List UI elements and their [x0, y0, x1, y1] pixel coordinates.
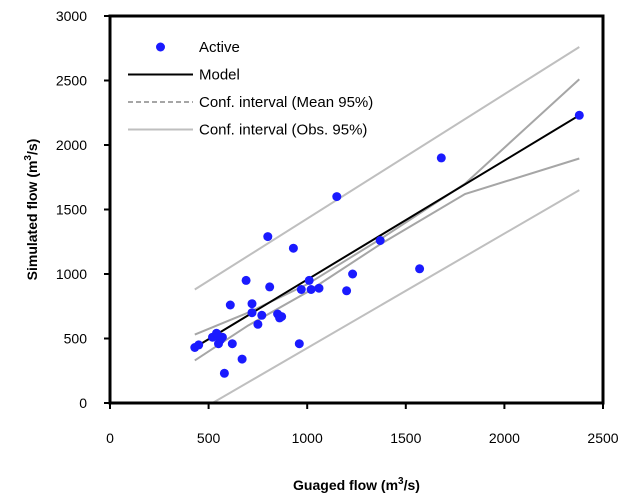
axis-ticks: 0 500 1000 1500 2000 2500 0 500 1000 1500 2000 2500… [56, 8, 619, 446]
data-point [574, 110, 584, 120]
x-tick-label: 500 [197, 430, 221, 446]
ci-obs-line-lower [211, 189, 580, 404]
y-tick-label: 1000 [56, 266, 87, 282]
data-point [348, 269, 358, 279]
data-point [306, 285, 316, 294]
data-point [237, 354, 247, 364]
legend: Active Model Conf. interval (Mean 95%) Conf… [128, 39, 373, 139]
y-tick-label: 0 [79, 395, 87, 411]
ci-obs-line-upper [194, 46, 580, 291]
model-line [194, 114, 580, 349]
x-tick-label: 1000 [292, 430, 323, 446]
legend-item: Model [128, 67, 240, 84]
data-point [296, 285, 306, 294]
data-point [225, 300, 235, 310]
data-point [304, 275, 314, 285]
x-tick-label: 1500 [390, 430, 421, 446]
data-point [288, 243, 298, 253]
data-point [263, 232, 273, 242]
data-point [227, 339, 237, 349]
data-point [436, 153, 446, 163]
legend-label: Conf. interval (Mean 95%) [199, 94, 373, 111]
active-points [190, 110, 584, 378]
legend-label: Active [199, 39, 240, 56]
conf-interval-mean-lines [194, 78, 580, 362]
data-point [415, 264, 425, 274]
data-point [241, 275, 251, 285]
y-tick-label: 3000 [56, 8, 87, 24]
legend-item: Conf. interval (Mean 95%) [128, 94, 373, 111]
legend-label: Conf. interval (Obs. 95%) [199, 122, 367, 139]
data-point [277, 312, 287, 322]
x-tick-label: 2000 [489, 430, 520, 446]
data-point [217, 332, 227, 342]
data-point [342, 286, 352, 296]
data-point [265, 282, 275, 292]
legend-marker [156, 42, 165, 52]
ci-mean-line-lower [194, 157, 580, 362]
data-point [375, 236, 385, 245]
x-axis-title: Guaged flow (m3/s) [293, 476, 420, 493]
y-tick-label: 500 [64, 331, 88, 347]
data-point [247, 308, 257, 318]
data-point [332, 192, 342, 202]
data-point [219, 368, 229, 378]
legend-item: Active [156, 39, 240, 56]
conf-interval-obs-lines [194, 46, 580, 404]
ci-mean-line-upper [194, 78, 580, 336]
model-fit-line [194, 114, 580, 349]
x-tick-label: 0 [106, 430, 114, 446]
legend-item: Conf. interval (Obs. 95%) [128, 122, 367, 139]
legend-label: Model [199, 67, 240, 84]
data-point [247, 299, 257, 309]
data-point [253, 319, 263, 329]
y-tick-label: 2000 [56, 137, 87, 153]
y-axis-title: Simulated flow (m3/s) [23, 139, 40, 281]
data-point [257, 310, 267, 320]
data-point [314, 283, 324, 293]
y-tick-label: 1500 [56, 202, 87, 218]
x-tick-label: 2500 [587, 430, 618, 446]
y-tick-label: 2500 [56, 73, 87, 89]
data-point [194, 340, 204, 350]
data-point [294, 339, 304, 349]
